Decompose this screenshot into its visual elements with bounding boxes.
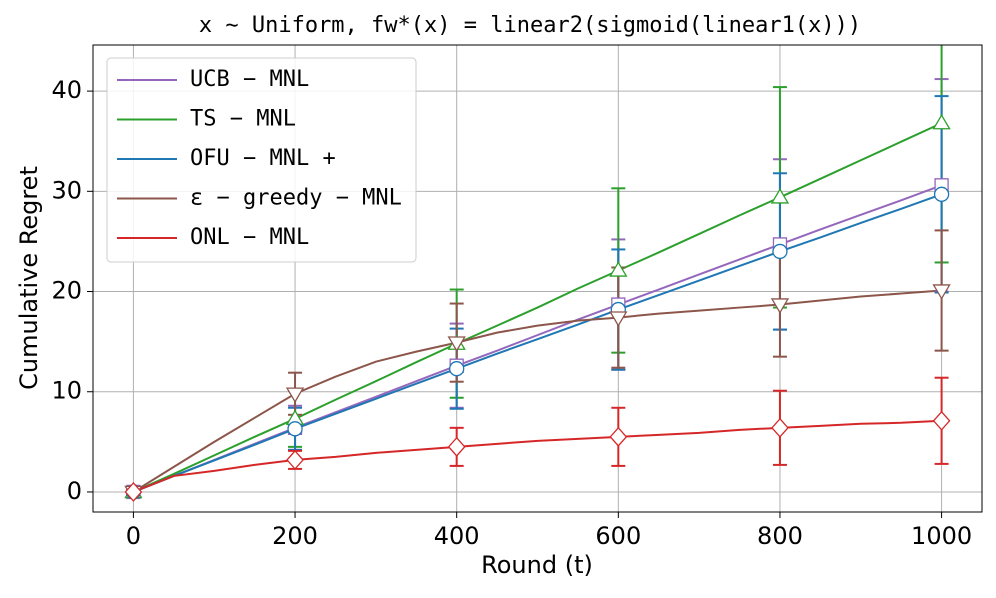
marker [287, 421, 303, 437]
marker [772, 243, 788, 260]
marker [609, 261, 628, 277]
legend-label: OFU − MNL + [190, 146, 336, 171]
marker [932, 284, 951, 300]
y-tick-label: 20 [51, 277, 82, 305]
y-tick-label: 40 [51, 76, 82, 104]
series-line [133, 122, 943, 493]
legend-box [106, 57, 417, 263]
x-tick-label: 200 [272, 522, 318, 550]
y-tick-label: 30 [51, 176, 82, 204]
x-tick-label: 400 [434, 522, 480, 550]
marker [286, 449, 304, 470]
legend-label: TS − MNL [190, 107, 296, 132]
marker [609, 311, 628, 327]
marker [447, 336, 466, 352]
marker [770, 188, 790, 204]
x-tick-label: 1000 [911, 522, 972, 550]
marker [771, 417, 789, 438]
x-tick-label: 800 [757, 522, 803, 550]
axes-frame [92, 44, 983, 513]
x-tick-label: 0 [126, 522, 141, 550]
legend-label: UCB − MNL [190, 67, 309, 92]
legend-label: ONL − MNL [190, 225, 309, 250]
legend-label: ε − greedy − MNL [190, 186, 402, 211]
legend: UCB − MNL TS − MNL OFU − MNL + ε − greedy −… [106, 57, 417, 263]
marker [449, 361, 465, 377]
y-tick-label: 10 [51, 377, 82, 405]
marker [932, 410, 951, 431]
y-axis-label: Cumulative Regret [15, 166, 43, 390]
marker [285, 387, 305, 404]
marker [447, 436, 466, 457]
chart-title: x ∼ Uniform, fw*(x) = linear2(sigmoid(li… [199, 13, 861, 38]
y-tick-label: 0 [67, 477, 82, 505]
marker [932, 113, 951, 130]
marker [770, 298, 790, 314]
x-axis-label: Round (t) [481, 551, 593, 579]
plot-area [124, 45, 951, 502]
marker [933, 186, 950, 202]
series-line [133, 419, 942, 493]
marker [124, 481, 143, 502]
series-line [133, 193, 942, 493]
series-line [132, 289, 942, 493]
x-tick-label: 600 [595, 522, 641, 550]
marker [609, 426, 628, 447]
